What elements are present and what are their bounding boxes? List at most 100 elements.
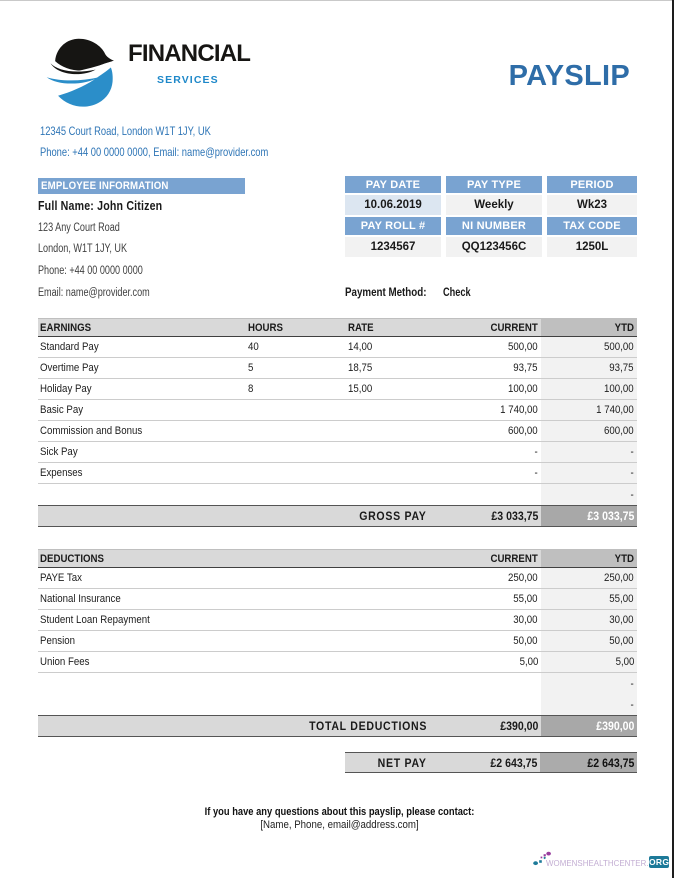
earning-rate	[348, 463, 441, 483]
earning-hours: 5	[248, 358, 348, 378]
deductions-row-empty: -	[38, 673, 637, 694]
ni-number-header: NI NUMBER	[446, 217, 542, 235]
deduction-name-text: Student Loan Repayment	[40, 614, 150, 626]
earning-ytd: -	[541, 463, 637, 483]
ytd-col-header-text: YTD	[614, 321, 634, 334]
total-deductions-row: TOTAL DEDUCTIONS £390,00 £390,00	[38, 715, 637, 737]
total-deductions-current-text: £390,00	[499, 719, 538, 733]
deduction-current: 5,00	[441, 652, 541, 672]
earning-current-text: 100,00	[508, 383, 538, 395]
earning-ytd: -	[541, 484, 637, 505]
deduction-ytd-text: -	[630, 698, 634, 711]
earning-current: -	[441, 463, 541, 483]
deduction-ytd: 250,00	[541, 568, 637, 588]
earning-current-text: -	[534, 467, 538, 479]
rate-col-header-text: RATE	[348, 321, 374, 334]
deduction-current	[441, 673, 541, 694]
earning-name	[38, 484, 248, 505]
current-col-header: CURRENT	[441, 319, 541, 336]
earning-rate-text: 15,00	[348, 383, 373, 395]
footer-contact-line: If you have any questions about this pay…	[204, 806, 475, 818]
earning-rate: 15,00	[348, 379, 441, 399]
earning-current	[441, 484, 541, 505]
earnings-row-empty: -	[38, 484, 637, 505]
deduction-ytd-text: -	[630, 677, 634, 690]
earning-hours	[248, 484, 348, 505]
earning-name: Sick Pay	[38, 442, 248, 462]
earning-name: Basic Pay	[38, 400, 248, 420]
deduction-name: PAYE Tax	[38, 568, 441, 588]
earning-current: 1 740,00	[441, 400, 541, 420]
earning-name-text: Standard Pay	[40, 341, 99, 353]
deduction-ytd-text: 250,00	[604, 572, 634, 584]
pay-info-grid: PAY DATE PAY TYPE PERIOD 10.06.2019 Week…	[345, 176, 637, 257]
earning-ytd-text: 100,00	[604, 383, 634, 395]
deductions-col-header-text: DEDUCTIONS	[40, 552, 105, 565]
ni-number-value: QQ123456C	[446, 237, 542, 257]
ytd-col-header: YTD	[541, 319, 637, 336]
employee-address-line2: London, W1T 1JY, UK	[38, 243, 128, 255]
earning-rate: 18,75	[348, 358, 441, 378]
deduction-ytd-text: 30,00	[609, 614, 634, 626]
company-address: 12345 Court Road, London W1T 1JY, UK	[40, 124, 211, 138]
earning-ytd-text: 600,00	[604, 425, 634, 437]
tax-code-header: TAX CODE	[547, 217, 637, 235]
earning-hours: 40	[248, 337, 348, 357]
gross-pay-ytd: £3 033,75	[541, 506, 637, 526]
employee-full-name: Full Name: John Citizen	[38, 199, 163, 213]
pay-type-header: PAY TYPE	[446, 176, 542, 193]
earning-hours: 8	[248, 379, 348, 399]
earning-current-text: 500,00	[508, 341, 538, 353]
deduction-current: 50,00	[441, 631, 541, 651]
earning-rate-text: 14,00	[348, 341, 373, 353]
deductions-row: National Insurance 55,00 55,00	[38, 589, 637, 610]
company-contact: Phone: +44 00 0000 0000, Email: name@pro…	[40, 145, 269, 159]
net-pay-current-text: £2 643,75	[490, 755, 537, 770]
earning-rate	[348, 442, 441, 462]
deductions-col-header: DEDUCTIONS	[38, 550, 441, 567]
deduction-name: National Insurance	[38, 589, 441, 609]
deduction-ytd: 30,00	[541, 610, 637, 630]
deduction-name-text: Union Fees	[40, 656, 90, 668]
earning-hours-text: 5	[248, 362, 254, 374]
earning-hours	[248, 442, 348, 462]
earning-ytd: -	[541, 442, 637, 462]
logo-subtitle: SERVICES	[157, 74, 219, 86]
deduction-current: 30,00	[441, 610, 541, 630]
earning-current-text: 600,00	[508, 425, 538, 437]
deduction-name	[38, 673, 441, 694]
deduction-name-text: Pension	[40, 635, 75, 647]
earning-name-text: Sick Pay	[40, 446, 78, 458]
earning-name-text: Expenses	[40, 467, 83, 479]
earning-ytd-text: 1 740,00	[596, 404, 634, 416]
earning-rate	[348, 484, 441, 505]
deductions-row: Student Loan Repayment 30,00 30,00	[38, 610, 637, 631]
company-logo-globe-icon	[45, 38, 120, 107]
current-col-header-text: CURRENT	[490, 552, 538, 565]
earning-hours-text: 8	[248, 383, 254, 395]
deduction-current-text: 250,00	[508, 572, 538, 584]
net-pay-ytd: £2 643,75	[540, 753, 637, 772]
earning-name-text: Commission and Bonus	[40, 425, 143, 437]
earning-hours	[248, 421, 348, 441]
earnings-row: Sick Pay - -	[38, 442, 637, 463]
pay-date-value: 10.06.2019	[345, 195, 441, 215]
earning-ytd: 600,00	[541, 421, 637, 441]
watermark-org-badge: ORG	[649, 856, 670, 868]
earning-name-text: Basic Pay	[40, 404, 84, 416]
hours-col-header-text: HOURS	[248, 321, 283, 334]
gross-pay-ytd-text: £3 033,75	[587, 509, 634, 523]
rate-col-header: RATE	[348, 319, 441, 336]
deduction-current-text: 50,00	[513, 635, 538, 647]
earning-name: Holiday Pay	[38, 379, 248, 399]
earning-current-text: 1 740,00	[500, 404, 538, 416]
earning-name-text: Overtime Pay	[40, 362, 99, 374]
earnings-row: Standard Pay 40 14,00 500,00 500,00	[38, 337, 637, 358]
period-header: PERIOD	[547, 176, 637, 193]
earnings-row: Commission and Bonus 600,00 600,00	[38, 421, 637, 442]
earning-ytd-text: 93,75	[609, 362, 634, 374]
earning-rate	[348, 400, 441, 420]
deduction-name: Student Loan Repayment	[38, 610, 441, 630]
pay-date-header: PAY DATE	[345, 176, 441, 193]
